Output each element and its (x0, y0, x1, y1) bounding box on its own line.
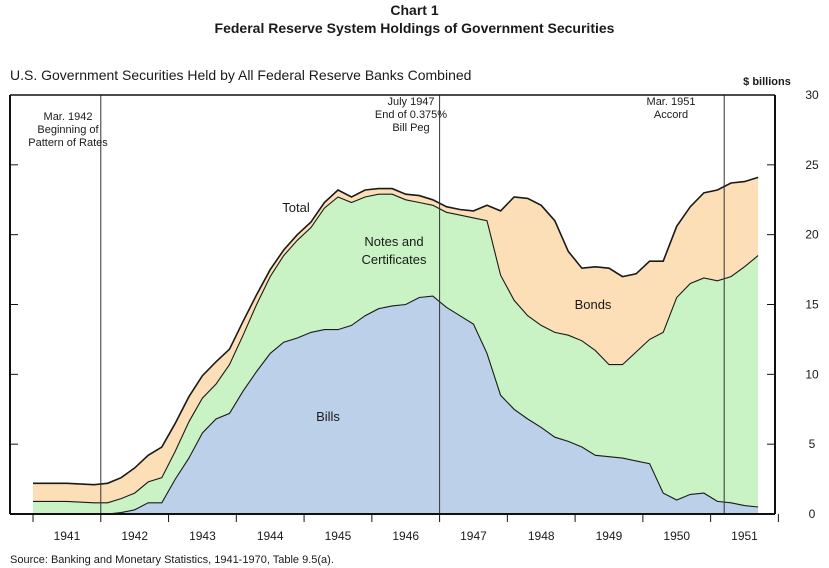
chart-subtitle: U.S. Government Securities Held by All F… (10, 67, 472, 83)
label-notes-and-certificates: Notes and (364, 234, 423, 249)
event-annotation-0-line-1: Beginning of (37, 124, 99, 136)
x-tick-label-1947: 1947 (460, 529, 487, 543)
event-lines (100, 95, 725, 514)
y-tick-label-25: 25 (805, 158, 819, 172)
area-notes-and-certificates (33, 194, 759, 514)
y-axis-label: $ billions (743, 76, 791, 88)
x-tick-label-1946: 1946 (392, 529, 419, 543)
y-tick-label-30: 30 (805, 88, 819, 102)
series-labels: Total Bills Notes and Certificates Bonds (282, 200, 612, 424)
x-tick-label-1941: 1941 (54, 529, 81, 543)
area-bonds (33, 177, 759, 503)
y-tick-label-5: 5 (809, 437, 816, 451)
y-tick-label-20: 20 (805, 228, 819, 242)
event-annotation-0-line-0: Mar. 1942 (44, 111, 93, 123)
x-axis: 1941 1942 1943 1944 1945 1946 1947 1948 1949 1950… (32, 514, 779, 543)
total-line (33, 176, 759, 486)
area-layer (33, 176, 759, 515)
chart-title: Federal Reserve System Holdings of Gover… (214, 20, 615, 36)
label-bills: Bills (316, 409, 340, 424)
x-tick-label-1945: 1945 (325, 529, 352, 543)
chart-number: Chart 1 (390, 2, 439, 18)
y-tick-label-15: 15 (805, 298, 819, 312)
boundary-line-bills (33, 295, 759, 515)
event-annotation-0-line-2: Pattern of Rates (28, 137, 108, 149)
source-note: Source: Banking and Monetary Statistics,… (10, 554, 334, 566)
area-bills (33, 296, 759, 514)
event-annotation-1-line-0: July 1947 (387, 96, 434, 108)
y-tick-label-10: 10 (805, 367, 819, 381)
event-annotation-2-line-0: Mar. 1951 (647, 96, 696, 108)
label-total: Total (282, 200, 310, 215)
x-tick-label-1950: 1950 (663, 529, 690, 543)
x-tick-label-1943: 1943 (189, 529, 216, 543)
event-annotation-1-line-2: Bill Peg (392, 122, 429, 134)
x-tick-label-1944: 1944 (257, 529, 284, 543)
x-tick-label-1942: 1942 (121, 529, 148, 543)
boundary-line-notes-and-certificates (33, 193, 759, 504)
label-bonds: Bonds (575, 297, 612, 312)
event-annotation-2-line-1: Accord (654, 109, 688, 121)
event-annotation-1-line-1: End of 0.375% (375, 109, 447, 121)
y-axis: 0 5 10 15 20 25 30 $ billions (10, 76, 819, 521)
label-notes-and-certificates-line2: Certificates (361, 252, 427, 267)
y-tick-label-0: 0 (809, 507, 816, 521)
x-tick-label-1948: 1948 (528, 529, 555, 543)
x-tick-label-1949: 1949 (596, 529, 623, 543)
x-tick-label-1951: 1951 (731, 529, 758, 543)
